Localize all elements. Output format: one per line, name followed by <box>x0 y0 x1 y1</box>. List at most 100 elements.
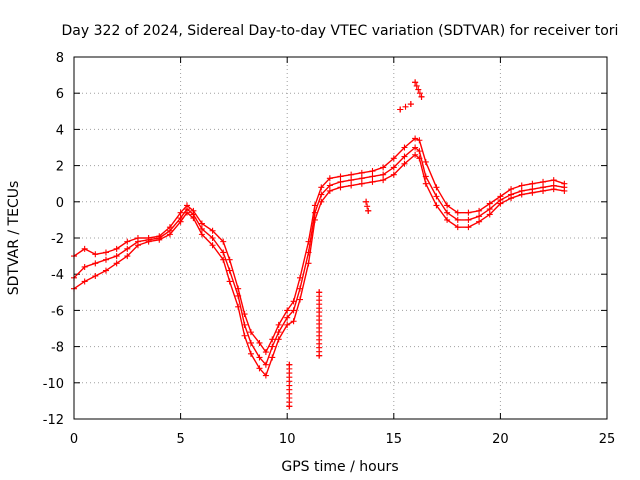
data-point-marker <box>433 193 440 200</box>
data-point-marker <box>433 202 440 209</box>
data-point-marker <box>412 144 419 151</box>
data-point-marker <box>454 216 461 223</box>
data-point-marker <box>348 177 355 184</box>
data-point-marker <box>209 227 216 234</box>
spike-marker <box>416 90 423 97</box>
x-tick-label: 25 <box>599 432 616 447</box>
data-point-marker <box>247 329 254 336</box>
data-point-marker <box>337 173 344 180</box>
data-point-marker <box>226 256 233 263</box>
data-point-marker <box>444 216 451 223</box>
data-point-marker <box>177 209 184 216</box>
x-tick-label: 5 <box>176 432 184 447</box>
x-tick-label: 10 <box>279 432 296 447</box>
data-point-marker <box>92 273 99 280</box>
series-track-c <box>71 151 568 379</box>
data-point-marker <box>124 253 131 260</box>
data-point-marker <box>209 235 216 241</box>
grid <box>74 57 607 419</box>
data-point-marker <box>486 206 493 213</box>
data-point-marker <box>465 209 472 216</box>
data-point-marker <box>416 148 423 155</box>
data-point-marker <box>486 200 493 207</box>
data-point-marker <box>247 339 254 346</box>
data-point-marker <box>318 191 325 198</box>
data-point-marker <box>390 155 397 162</box>
data-point-marker <box>444 209 451 216</box>
y-tick-label: 4 <box>56 123 64 138</box>
data-point-marker <box>198 231 205 238</box>
data-point-marker <box>416 155 423 162</box>
y-tick-label: -12 <box>43 413 64 428</box>
spike-marker <box>365 207 372 214</box>
data-point-marker <box>290 307 297 314</box>
y-tick-label: -2 <box>51 232 64 247</box>
data-point-marker <box>390 164 397 171</box>
spike-marker <box>364 203 371 210</box>
spike-marker <box>397 106 404 113</box>
data-point-marker <box>380 171 387 178</box>
data-point-marker <box>401 153 408 160</box>
plot-data <box>71 79 568 410</box>
data-point-marker <box>183 209 190 216</box>
data-point-marker <box>275 336 282 343</box>
data-point-marker <box>358 180 365 187</box>
chart-title: Day 322 of 2024, Sidereal Day-to-day VTE… <box>62 23 619 39</box>
data-point-marker <box>256 365 263 372</box>
data-point-marker <box>476 218 483 225</box>
data-point-marker <box>508 195 515 202</box>
data-point-marker <box>284 314 291 321</box>
data-point-marker <box>235 303 242 310</box>
data-point-marker <box>476 207 483 214</box>
data-point-marker <box>454 209 461 216</box>
plot-frame <box>73 56 608 420</box>
data-point-marker <box>326 182 333 189</box>
data-point-marker <box>275 329 282 336</box>
series-line <box>73 146 565 366</box>
data-point-marker <box>412 151 419 158</box>
data-point-marker <box>465 216 472 223</box>
data-point-marker <box>124 238 131 245</box>
y-tick-label: -4 <box>51 268 64 283</box>
data-point-marker <box>262 349 269 356</box>
data-point-marker <box>220 238 227 245</box>
spike-marker <box>316 352 323 359</box>
data-point-marker <box>113 253 120 260</box>
data-point-marker <box>380 164 387 171</box>
data-point-marker <box>529 180 536 187</box>
spike-marker <box>286 403 293 410</box>
data-point-marker <box>269 354 276 361</box>
data-point-marker <box>256 339 263 346</box>
data-point-marker <box>81 245 88 252</box>
data-point-marker <box>226 267 233 274</box>
data-point-marker <box>220 256 227 263</box>
data-point-marker <box>518 191 525 198</box>
series-spikes <box>286 79 425 410</box>
data-point-marker <box>241 332 248 339</box>
data-point-marker <box>220 249 227 256</box>
y-tick-label: -8 <box>51 341 64 356</box>
data-point-marker <box>226 278 233 285</box>
data-point-marker <box>235 292 242 299</box>
data-point-marker <box>247 350 254 357</box>
data-point-marker <box>284 307 291 314</box>
data-point-marker <box>476 213 483 220</box>
data-point-marker <box>269 343 276 350</box>
data-point-marker <box>416 137 423 144</box>
tick-labels: 0 5 10 15 20 25 -12 -10 -8 -6 -4 -2 0 2 4 6 8 <box>43 51 616 447</box>
spike-marker <box>402 103 409 110</box>
data-point-marker <box>92 251 99 258</box>
data-point-marker <box>290 318 297 325</box>
data-point-marker <box>156 236 163 243</box>
data-point-marker <box>486 211 493 218</box>
y-tick-label: 6 <box>56 87 64 102</box>
data-point-marker <box>422 158 429 165</box>
data-point-marker <box>284 321 291 328</box>
data-point-marker <box>422 180 429 187</box>
data-point-marker <box>369 173 376 180</box>
data-point-marker <box>81 278 88 285</box>
data-point-marker <box>102 249 109 256</box>
data-point-marker <box>337 184 344 191</box>
y-tick-label: -6 <box>51 304 64 319</box>
data-point-marker <box>337 178 344 185</box>
